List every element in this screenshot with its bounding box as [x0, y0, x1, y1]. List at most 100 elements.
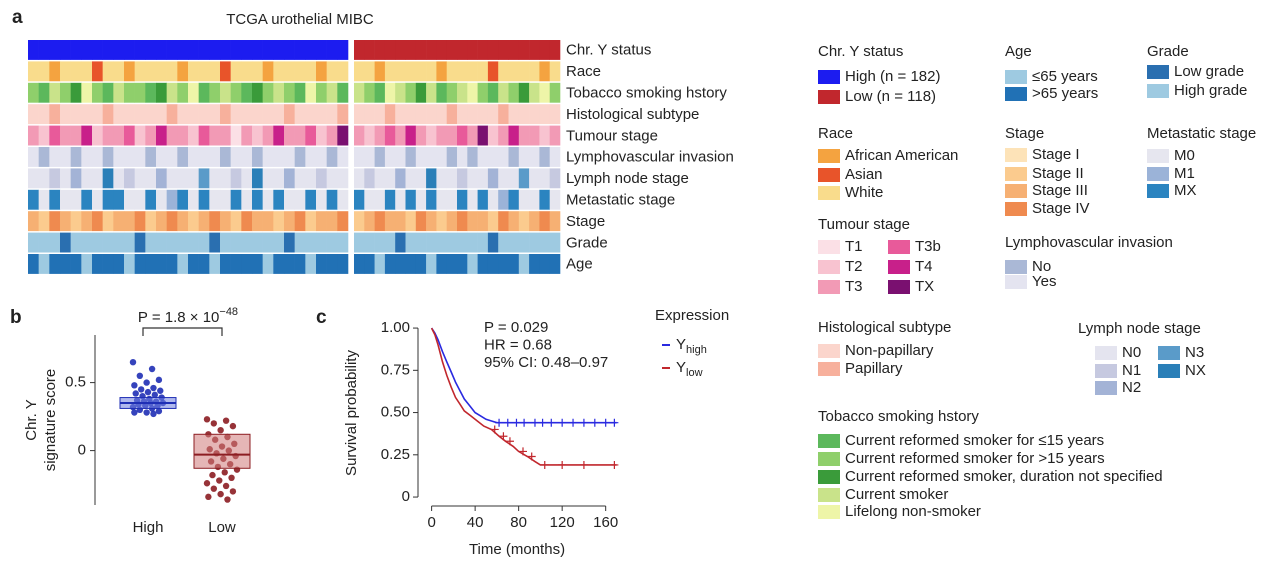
point: [222, 417, 230, 424]
heatmap-cell: [241, 168, 253, 189]
censor-mark: [527, 452, 536, 461]
heatmap-cell: [354, 125, 365, 146]
heatmap-cell: [230, 40, 242, 60]
heatmap-cell: [145, 168, 157, 189]
heatmap-cell: [364, 147, 375, 167]
heatmap-cell: [134, 104, 146, 125]
heatmap-cell: [539, 168, 550, 189]
heatmap-cell: [220, 189, 231, 210]
heatmap-cell: [436, 147, 447, 167]
heatmap-cell: [426, 189, 437, 210]
heatmap-cell: [262, 189, 274, 210]
heatmap-cell: [241, 82, 253, 103]
heatmap-cell: [487, 40, 499, 60]
heatmap-cell: [518, 147, 530, 167]
heatmap-cell: [124, 40, 135, 60]
heatmap-cell: [487, 168, 499, 189]
heatmap-cell: [145, 61, 157, 82]
heatmap-cell: [487, 147, 499, 167]
heatmap-cell: [467, 125, 478, 146]
legend-label: Stage II: [1032, 165, 1084, 182]
heatmap-cell: [241, 254, 253, 274]
heatmap-cell: [326, 40, 338, 60]
heatmap-cell: [498, 232, 509, 253]
heatmap-cell: [316, 104, 327, 125]
heatmap-cell: [284, 232, 295, 253]
x-tick-label: 160: [593, 514, 618, 531]
heatmap-cell: [38, 82, 50, 103]
legend-title: Metastatic stage: [1147, 125, 1256, 142]
heatmap-cell: [60, 125, 71, 146]
x-axis-label: Time (months): [469, 541, 565, 558]
legend-swatch: [1147, 167, 1169, 181]
heatmap-cell: [436, 211, 447, 232]
heatmap-cell: [134, 125, 146, 146]
point: [157, 387, 164, 394]
heatmap-title: TCGA urothelial MIBC: [226, 11, 374, 28]
legend-title: Lymph node stage: [1078, 320, 1201, 337]
heatmap-cell: [374, 147, 386, 167]
heatmap-cell: [364, 189, 375, 210]
heatmap-cell: [354, 254, 365, 274]
heatmap-cell: [49, 104, 61, 125]
heatmap-cell: [177, 125, 189, 146]
point: [229, 422, 237, 430]
heatmap-cell: [549, 189, 561, 210]
y-tick-label: 0: [402, 488, 410, 505]
heatmap-cell: [60, 82, 71, 103]
heatmap-cell: [518, 104, 530, 125]
legend-label: Low grade: [1174, 63, 1244, 80]
heatmap-cell: [28, 211, 39, 232]
heatmap-cell: [70, 168, 82, 189]
censor-mark: [547, 418, 556, 427]
legend-swatch: [1095, 346, 1117, 360]
heatmap-cell: [166, 61, 178, 82]
panel-label: c: [316, 307, 327, 328]
heatmap-cell: [508, 61, 520, 82]
heatmap-cell: [273, 40, 285, 60]
heatmap-cell: [374, 40, 386, 60]
heatmap-cell: [284, 125, 295, 146]
heatmap-cell: [487, 189, 499, 210]
legend-swatch: [1005, 148, 1027, 162]
heatmap-cell: [177, 61, 189, 82]
heatmap-cell: [446, 40, 458, 60]
heatmap-cell: [457, 232, 468, 253]
heatmap-cell: [70, 232, 82, 253]
y-tick-label: 0.5: [65, 374, 86, 391]
heatmap-cell: [415, 104, 427, 125]
heatmap-cell: [273, 232, 285, 253]
heatmap-cell: [230, 82, 242, 103]
legend-label: T2: [845, 258, 863, 275]
legend-label: High grade: [1174, 82, 1247, 99]
heatmap-cell: [415, 254, 427, 274]
heatmap-cell: [487, 254, 499, 274]
heatmap-cell: [395, 168, 406, 189]
heatmap-cell: [457, 82, 468, 103]
heatmap-cell: [395, 254, 406, 274]
legend-label: Current smoker: [845, 486, 948, 503]
point: [222, 482, 230, 490]
heatmap-cell: [102, 125, 114, 146]
heatmap-cell: [252, 125, 263, 146]
heatmap-cell: [337, 61, 349, 82]
heatmap-cell: [102, 189, 114, 210]
heatmap-cell: [384, 232, 396, 253]
heatmap-cell: [102, 61, 114, 82]
heatmap-cell: [436, 232, 447, 253]
heatmap-cell: [467, 147, 478, 167]
heatmap-cell: [374, 189, 386, 210]
heatmap-cell: [405, 82, 417, 103]
heatmap-cell: [284, 82, 295, 103]
heatmap-cell: [188, 168, 199, 189]
heatmap-cell: [384, 189, 396, 210]
heatmap-cell: [209, 125, 221, 146]
heatmap-cell: [316, 82, 327, 103]
heatmap-cell: [305, 104, 317, 125]
heatmap-cell: [477, 211, 489, 232]
point: [155, 407, 163, 415]
heatmap-cell: [508, 147, 520, 167]
heatmap-cell: [92, 104, 103, 125]
heatmap-cell: [508, 189, 520, 210]
legend-title: Chr. Y status: [818, 43, 903, 60]
